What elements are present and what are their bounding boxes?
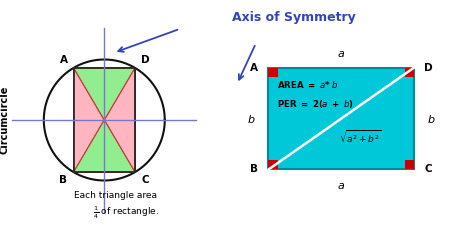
Text: D: D bbox=[141, 55, 150, 65]
Text: B: B bbox=[59, 175, 67, 185]
Text: A: A bbox=[59, 55, 67, 65]
Polygon shape bbox=[73, 120, 135, 172]
Text: $b$: $b$ bbox=[247, 113, 255, 125]
FancyArrowPatch shape bbox=[118, 30, 177, 52]
Polygon shape bbox=[104, 68, 135, 172]
Text: Axis of Symmetry: Axis of Symmetry bbox=[232, 11, 356, 24]
Text: Each triangle area: Each triangle area bbox=[73, 191, 156, 199]
Text: $\mathbf{PER\ =\ 2(}$$\mathit{a}$$\mathbf{\ +\ }$$\mathit{b}$$\mathbf{)}$: $\mathbf{PER\ =\ 2(}$$\mathit{a}$$\mathb… bbox=[277, 98, 354, 110]
Bar bbox=[268, 68, 414, 169]
Text: $\mathbf{AREA\ =\ }$$\mathit{a}$$\mathbf{*\ }$$\mathit{b}$: $\mathbf{AREA\ =\ }$$\mathit{a}$$\mathbf… bbox=[277, 79, 339, 90]
FancyArrowPatch shape bbox=[239, 46, 255, 80]
Text: $a$: $a$ bbox=[337, 181, 346, 191]
Text: B: B bbox=[250, 164, 258, 174]
Text: Circumcircle: Circumcircle bbox=[0, 86, 10, 154]
Text: $\sqrt{a^2+b^2}$: $\sqrt{a^2+b^2}$ bbox=[339, 129, 382, 146]
Text: C: C bbox=[141, 175, 149, 185]
Bar bbox=[268, 68, 278, 77]
Text: A: A bbox=[250, 63, 258, 72]
Bar bbox=[405, 160, 414, 169]
Bar bbox=[405, 68, 414, 77]
Text: $a$: $a$ bbox=[337, 49, 346, 59]
Text: $\frac{1}{4}$ of rectangle.: $\frac{1}{4}$ of rectangle. bbox=[93, 204, 159, 221]
Polygon shape bbox=[73, 68, 135, 120]
Text: C: C bbox=[424, 164, 432, 174]
Bar bbox=[73, 68, 135, 172]
Bar bbox=[268, 160, 278, 169]
Text: D: D bbox=[424, 63, 433, 72]
Bar bbox=[73, 68, 135, 172]
Text: $b$: $b$ bbox=[427, 113, 436, 125]
Polygon shape bbox=[73, 68, 104, 172]
